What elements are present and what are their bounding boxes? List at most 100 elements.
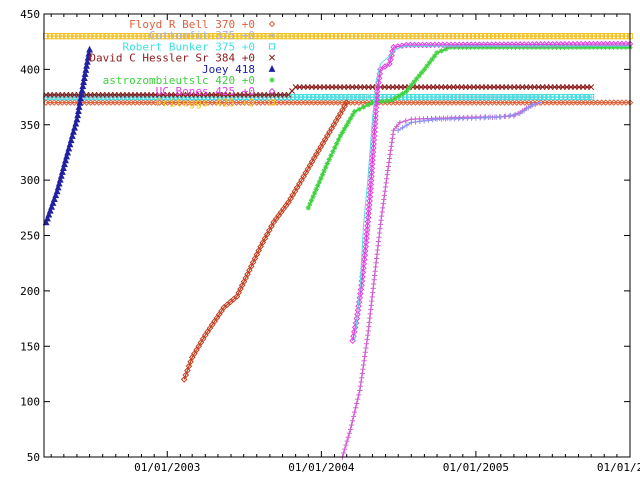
data-point (365, 201, 373, 209)
data-point (63, 152, 70, 160)
data-point (578, 44, 584, 50)
data-point (330, 93, 337, 101)
data-point (579, 93, 586, 101)
data-point (64, 148, 72, 156)
data-point (73, 115, 81, 123)
data-point (115, 33, 122, 40)
data-point (540, 93, 548, 101)
data-point (623, 44, 629, 50)
data-point (362, 353, 368, 360)
data-point (56, 175, 64, 183)
data-point (370, 140, 377, 148)
data-point (586, 44, 592, 50)
data-point (361, 33, 368, 40)
data-point (363, 345, 369, 351)
series-unlabeled-9 (395, 100, 543, 133)
data-point (512, 93, 519, 101)
data-point (524, 93, 531, 101)
data-point (507, 112, 513, 118)
data-point (360, 362, 367, 368)
data-point (323, 164, 329, 170)
data-point (390, 127, 397, 133)
data-point (358, 379, 364, 385)
data-point (393, 33, 400, 40)
data-point (494, 33, 501, 40)
data-point (498, 114, 504, 120)
data-point (326, 93, 333, 101)
data-point (81, 70, 89, 77)
data-point (537, 100, 543, 106)
data-point (562, 93, 569, 101)
data-point (389, 139, 395, 145)
data-point (364, 218, 372, 225)
data-point (414, 93, 421, 101)
data-point (611, 44, 617, 50)
data-point (487, 93, 494, 101)
data-point (313, 186, 319, 192)
data-point (590, 33, 597, 40)
data-point (606, 44, 613, 50)
data-point (558, 33, 565, 40)
data-point (373, 33, 380, 40)
data-point (67, 136, 75, 144)
data-point (387, 56, 394, 63)
data-point (422, 93, 429, 101)
data-point (348, 115, 354, 122)
data-point (346, 430, 352, 436)
data-point (269, 54, 275, 61)
data-point (65, 144, 73, 152)
data-point (368, 165, 376, 172)
data-point (261, 235, 269, 242)
data-point (196, 33, 203, 40)
data-point (438, 93, 445, 101)
data-point (362, 239, 370, 246)
data-point (135, 33, 142, 40)
data-point (495, 93, 502, 101)
data-point (75, 103, 83, 110)
data-point (489, 33, 497, 40)
data-point (266, 227, 273, 234)
y-tick-label: 150 (20, 340, 40, 353)
data-point (268, 222, 275, 230)
data-point (454, 93, 462, 101)
data-point (244, 33, 251, 40)
data-point (478, 114, 484, 120)
data-point (434, 50, 440, 56)
data-point (424, 63, 430, 69)
data-point (367, 181, 375, 188)
data-point (383, 180, 389, 186)
data-point (334, 93, 341, 101)
data-point (582, 44, 588, 50)
data-point (353, 405, 359, 411)
data-point (236, 33, 243, 40)
data-point (441, 33, 448, 40)
data-point (48, 202, 56, 210)
data-point (408, 82, 415, 88)
data-point (502, 113, 509, 119)
legend-label: Robert Bunker 375 +0 (123, 40, 255, 53)
data-point (570, 93, 578, 101)
data-point (438, 48, 445, 54)
data-point (397, 119, 403, 126)
data-point (365, 33, 372, 40)
data-point (485, 33, 493, 40)
legend-entry: Joey 418 (202, 63, 276, 76)
data-point (371, 128, 378, 136)
data-point (385, 163, 391, 170)
data-point (312, 33, 320, 40)
data-point (264, 33, 271, 40)
data-point (324, 160, 330, 167)
data-point (103, 33, 110, 40)
data-point (288, 33, 295, 40)
data-point (421, 66, 427, 72)
data-point (401, 93, 409, 101)
data-point (310, 194, 316, 200)
data-point (357, 383, 364, 389)
data-point (60, 164, 67, 172)
data-point (429, 33, 436, 40)
data-point (187, 358, 194, 366)
data-point (95, 33, 102, 40)
data-point (502, 33, 509, 40)
